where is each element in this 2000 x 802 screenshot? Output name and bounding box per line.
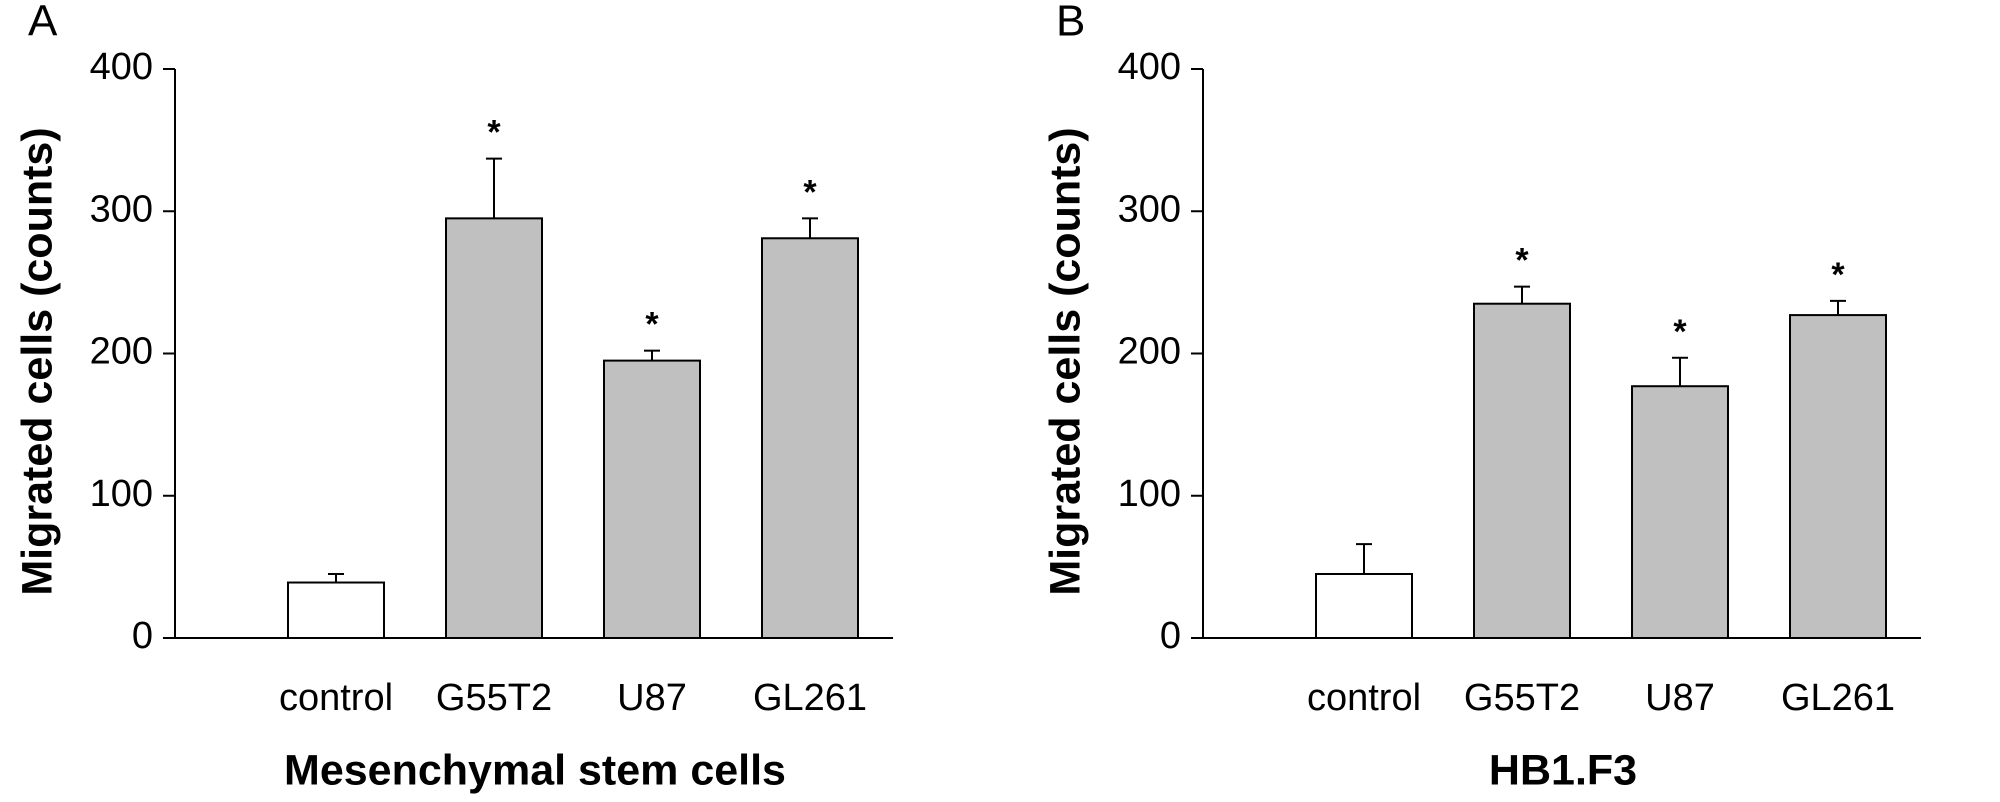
- x-tick-label: U87: [617, 677, 687, 719]
- y-tick-label: 0: [132, 615, 153, 657]
- bar: [1315, 572, 1413, 639]
- y-tick-label: 400: [90, 46, 153, 88]
- y-tick-label: 100: [90, 473, 153, 515]
- y-tick-label: 300: [90, 188, 153, 230]
- panel-label: B: [1056, 0, 1085, 46]
- x-tick-label: U87: [1645, 677, 1715, 719]
- x-axis-label: Mesenchymal stem cells: [284, 746, 786, 794]
- bar: [1473, 302, 1571, 639]
- bar: [761, 237, 859, 639]
- significance-mark: *: [1673, 313, 1687, 351]
- x-tick-label: control: [279, 677, 393, 719]
- significance-mark: *: [1515, 242, 1529, 280]
- x-tick-label: G55T2: [436, 677, 552, 719]
- significance-mark: *: [1831, 256, 1845, 294]
- x-tick-label: GL261: [753, 677, 867, 719]
- x-tick-label: G55T2: [1464, 677, 1580, 719]
- x-tick-label: GL261: [1781, 677, 1895, 719]
- y-tick-label: 200: [90, 331, 153, 373]
- y-tick-label: 300: [1118, 188, 1181, 230]
- bar: [287, 581, 385, 640]
- x-tick-label: control: [1307, 677, 1421, 719]
- y-axis-label: Migrated cells (counts): [13, 127, 61, 595]
- panel-label: A: [28, 0, 58, 46]
- bar: [1631, 385, 1729, 639]
- significance-mark: *: [803, 173, 817, 211]
- bar: [1789, 314, 1887, 639]
- y-axis-label: Migrated cells (counts): [1041, 127, 1089, 595]
- y-tick-label: 400: [1118, 46, 1181, 88]
- bar: [445, 217, 543, 640]
- y-tick-label: 100: [1118, 473, 1181, 515]
- y-tick-label: 0: [1160, 615, 1181, 657]
- significance-mark: *: [487, 114, 501, 152]
- significance-mark: *: [645, 306, 659, 344]
- x-axis-label: HB1.F3: [1489, 746, 1637, 794]
- y-tick-label: 200: [1118, 331, 1181, 373]
- bar: [603, 359, 701, 639]
